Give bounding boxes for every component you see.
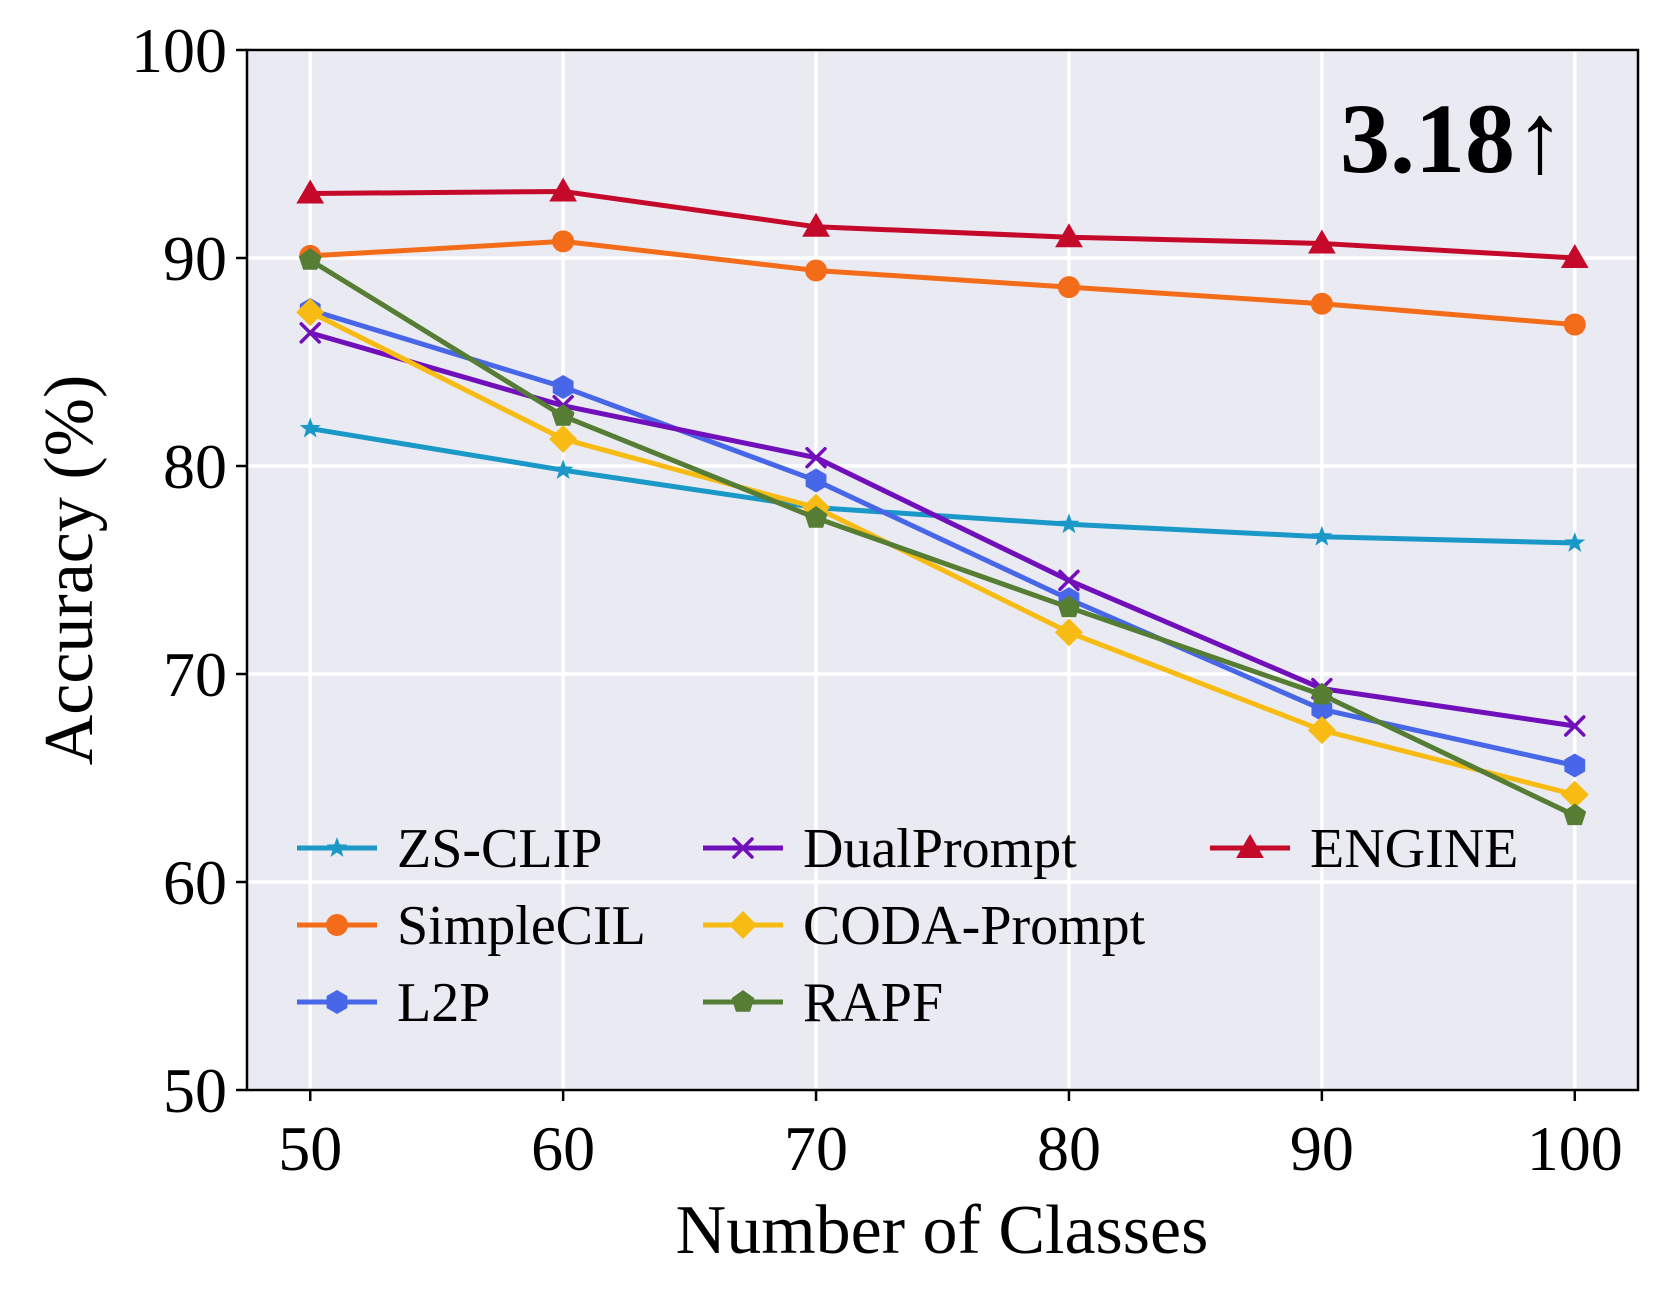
data-point-simplecil <box>805 259 828 282</box>
legend-item-rapf: RAPF <box>703 972 943 1034</box>
x-axis-label: Number of Classes <box>676 1192 1209 1269</box>
legend-label: CODA-Prompt <box>803 895 1146 957</box>
legend-item-engine: ENGINE <box>1210 818 1518 880</box>
legend-marker-rapf <box>731 990 755 1012</box>
legend-marker-engine <box>1236 834 1264 858</box>
y-tick-label: 70 <box>163 639 227 710</box>
legend: ZS-CLIP SimpleCIL L2P DualPrompt CODA-Prompt… <box>297 818 1518 1034</box>
y-tick-label: 80 <box>163 431 227 502</box>
legend-label: L2P <box>397 972 490 1034</box>
data-point-l2p <box>805 468 827 493</box>
x-tick-label: 90 <box>1290 1113 1354 1184</box>
series-line-engine <box>307 188 1578 261</box>
y-tick-label: 60 <box>163 847 227 918</box>
data-point-zs-clip <box>1058 513 1080 534</box>
data-point-engine <box>1055 223 1083 248</box>
series-coda-prompt <box>296 298 1589 809</box>
x-tick-label: 60 <box>531 1113 595 1184</box>
data-point-zs-clip <box>552 459 574 480</box>
data-point-coda-prompt <box>1307 716 1336 745</box>
data-point-zs-clip <box>1564 531 1586 552</box>
series-lines <box>296 177 1589 826</box>
axis-ticks: 50 60 70 80 90 100 50 60 70 80 90 100 <box>131 15 1623 1184</box>
data-point-coda-prompt <box>549 424 578 453</box>
data-point-rapf <box>1563 803 1587 826</box>
legend-label: DualPrompt <box>803 818 1077 880</box>
y-tick-label: 50 <box>163 1055 227 1126</box>
legend-label: SimpleCIL <box>397 895 646 957</box>
data-point-coda-prompt <box>1054 618 1083 647</box>
legend-label: ZS-CLIP <box>397 818 602 880</box>
legend-label: ENGINE <box>1310 818 1518 880</box>
data-point-coda-prompt <box>296 298 325 327</box>
legend-marker-simplecil <box>326 914 348 936</box>
series-rapf <box>298 248 1587 826</box>
legend-item-simplecil: SimpleCIL <box>297 895 646 957</box>
legend-item-l2p: L2P <box>297 972 490 1034</box>
data-point-l2p <box>552 374 574 399</box>
series-line-l2p <box>307 307 1578 769</box>
series-line-rapf <box>307 257 1578 818</box>
x-tick-label: 100 <box>1527 1113 1623 1184</box>
data-point-simplecil <box>552 230 575 253</box>
data-point-simplecil <box>1310 292 1333 315</box>
series-line-simplecil <box>307 238 1578 328</box>
data-point-simplecil <box>1057 276 1080 299</box>
x-tick-label: 80 <box>1037 1113 1101 1184</box>
legend-label: RAPF <box>803 972 943 1034</box>
series-engine <box>296 177 1589 268</box>
data-point-dualprompt <box>805 446 827 469</box>
y-tick-label: 90 <box>163 223 227 294</box>
plot-frame <box>245 48 1640 1092</box>
y-axis-label: Accuracy (%) <box>31 375 108 766</box>
improvement-annotation: 3.18↑ <box>1340 83 1565 194</box>
legend-marker-coda-prompt <box>729 911 757 939</box>
data-point-engine <box>802 212 830 237</box>
x-tick-label: 70 <box>784 1113 848 1184</box>
data-point-l2p <box>1564 753 1586 778</box>
data-point-dualprompt <box>1564 715 1586 737</box>
data-point-rapf <box>1310 682 1334 705</box>
legend-marker-dualprompt <box>732 837 754 859</box>
data-point-engine <box>296 179 325 204</box>
data-point-zs-clip <box>1311 525 1333 546</box>
legend-item-coda-prompt: CODA-Prompt <box>703 895 1146 957</box>
data-point-dualprompt <box>299 322 321 344</box>
series-line-dualprompt <box>307 330 1578 729</box>
data-point-engine <box>1560 244 1589 268</box>
data-point-rapf <box>298 248 322 270</box>
data-point-rapf <box>551 404 575 426</box>
data-point-zs-clip <box>299 417 321 438</box>
legend-item-zs-clip: ZS-CLIP <box>297 818 602 880</box>
data-point-simplecil <box>1563 313 1586 336</box>
data-point-rapf <box>804 506 828 528</box>
x-tick-label: 50 <box>278 1113 342 1184</box>
data-point-coda-prompt <box>1560 780 1589 809</box>
data-point-dualprompt <box>1058 569 1080 592</box>
series-line-zs-clip <box>307 426 1578 546</box>
series-line-coda-prompt <box>307 309 1578 798</box>
y-tick-label: 100 <box>131 15 227 86</box>
legend-marker-zs-clip <box>326 837 348 857</box>
data-point-engine <box>1308 229 1336 254</box>
data-point-rapf <box>1057 595 1081 618</box>
legend-item-dualprompt: DualPrompt <box>703 818 1077 880</box>
legend-marker-l2p <box>326 990 348 1014</box>
data-point-engine <box>549 177 577 202</box>
